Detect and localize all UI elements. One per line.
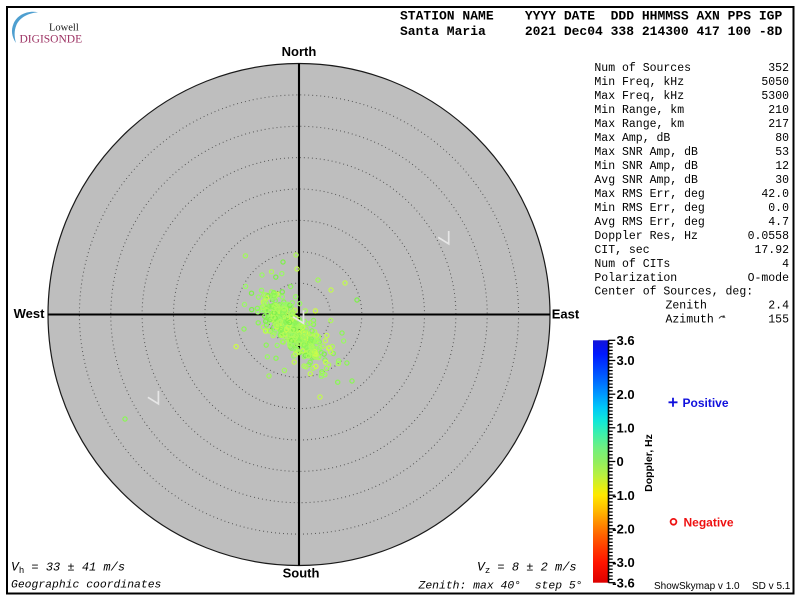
svg-text:Doppler Res, Hz: Doppler Res, Hz [594, 230, 698, 243]
svg-text:5300: 5300 [761, 90, 789, 103]
svg-text:-1.0: -1.0 [612, 488, 634, 503]
svg-text:CIT, sec: CIT, sec [594, 244, 649, 257]
svg-text:Santa Maria 2021 Dec04 338: Santa Maria 2021 Dec04 338 214300 417 10… [400, 24, 782, 39]
svg-text:Negative: Negative [684, 516, 734, 530]
svg-text:Num of CITs: Num of CITs [594, 258, 670, 271]
svg-text:Doppler, Hz: Doppler, Hz [643, 434, 655, 492]
svg-text:Vz = 8 ± 2 m/s: Vz = 8 ± 2 m/s [477, 560, 577, 577]
svg-text:Max RMS Err, deg: Max RMS Err, deg [594, 188, 704, 201]
svg-text:4.7: 4.7 [768, 216, 789, 229]
svg-text:0: 0 [617, 454, 624, 469]
svg-text:North: North [282, 44, 317, 59]
svg-text:0.0558: 0.0558 [748, 230, 790, 243]
svg-text:352: 352 [768, 62, 789, 75]
svg-text:80: 80 [775, 132, 789, 145]
svg-text:Zenith: max 40° step 5°: Zenith: max 40° step 5° [418, 581, 583, 593]
svg-text:ShowSkymap v 1.0: ShowSkymap v 1.0 [654, 581, 740, 592]
svg-text:East: East [552, 307, 580, 322]
svg-text:-3.0: -3.0 [612, 555, 634, 570]
svg-text:Max SNR Amp, dB: Max SNR Amp, dB [594, 146, 698, 159]
svg-text:Avg RMS Err, deg: Avg RMS Err, deg [594, 216, 704, 229]
svg-text:-3.6: -3.6 [612, 575, 634, 590]
svg-text:Azimuth: Azimuth [666, 314, 714, 327]
svg-text:217: 217 [768, 118, 789, 131]
svg-text:DIGISONDE: DIGISONDE [20, 34, 83, 46]
svg-text:2.0: 2.0 [617, 387, 635, 402]
svg-text:Max Amp, dB: Max Amp, dB [594, 132, 670, 145]
svg-text:53: 53 [775, 146, 789, 159]
svg-text:3.0: 3.0 [617, 353, 635, 368]
svg-text:Max Range, km: Max Range, km [594, 118, 684, 131]
svg-text:155: 155 [768, 314, 789, 327]
svg-text:30: 30 [775, 174, 789, 187]
svg-text:Min Freq, kHz: Min Freq, kHz [594, 76, 684, 89]
svg-text:STATION NAME YYYY DATE DDD: STATION NAME YYYY DATE DDD HHMMSS AXN PP… [400, 8, 782, 23]
svg-text:-2.0: -2.0 [612, 521, 634, 536]
svg-text:42.0: 42.0 [761, 188, 789, 201]
svg-text:17.92: 17.92 [754, 244, 789, 257]
svg-text:4: 4 [782, 258, 789, 271]
svg-text:1.0: 1.0 [617, 420, 635, 435]
svg-text:Min Range, km: Min Range, km [594, 104, 684, 117]
svg-text:Center of Sources, deg:: Center of Sources, deg: [594, 286, 753, 299]
svg-text:2.4: 2.4 [768, 300, 789, 313]
svg-text:3.6: 3.6 [617, 333, 635, 348]
svg-text:Zenith: Zenith [666, 300, 707, 313]
svg-text:5050: 5050 [761, 76, 789, 89]
svg-text:12: 12 [775, 160, 789, 173]
svg-text:Min SNR Amp, dB: Min SNR Amp, dB [594, 160, 698, 173]
svg-text:Lowell: Lowell [49, 23, 79, 34]
svg-text:Num of Sources: Num of Sources [594, 62, 691, 75]
svg-text:Min RMS Err, deg: Min RMS Err, deg [594, 202, 704, 215]
svg-text:West: West [14, 306, 45, 321]
svg-text:Vh = 33 ± 41 m/s: Vh = 33 ± 41 m/s [11, 560, 125, 577]
svg-text:Positive: Positive [683, 396, 729, 410]
svg-text:Polarization: Polarization [594, 272, 677, 285]
svg-text:0.0: 0.0 [768, 202, 789, 215]
svg-text:210: 210 [768, 104, 789, 117]
svg-text:SD v 5.1: SD v 5.1 [752, 581, 791, 592]
svg-text:Max Freq, kHz: Max Freq, kHz [594, 90, 684, 103]
svg-text:O-mode: O-mode [748, 272, 790, 285]
svg-text:South: South [283, 566, 320, 581]
svg-text:Geographic coordinates: Geographic coordinates [11, 580, 162, 592]
svg-text:Avg SNR Amp, dB: Avg SNR Amp, dB [594, 174, 698, 187]
